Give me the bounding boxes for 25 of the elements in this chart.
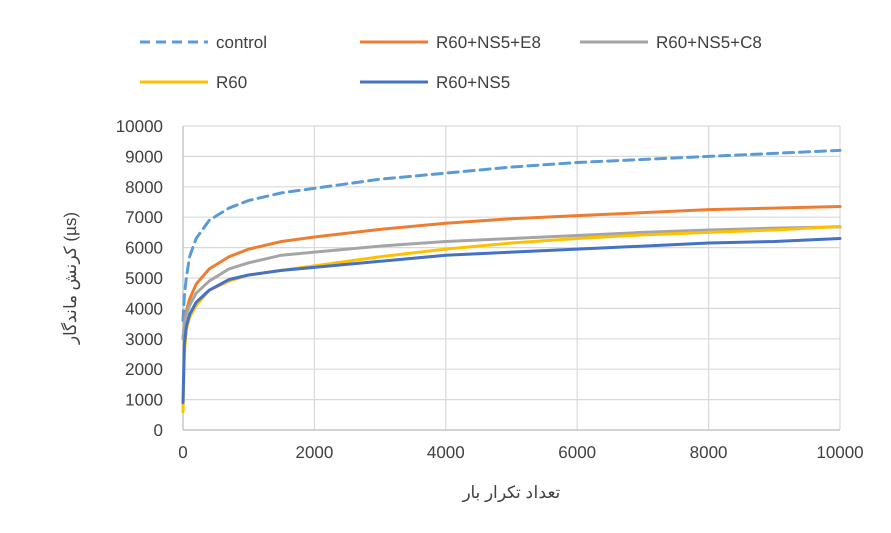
y-tick-label: 10000	[116, 117, 163, 136]
legend-label: R60	[216, 73, 248, 92]
x-tick-label: 6000	[558, 443, 596, 462]
y-axis-title: کرنش ماندگار (µs)	[60, 212, 81, 346]
x-tick-label: 10000	[816, 443, 864, 462]
y-tick-label: 2000	[125, 360, 163, 380]
legend-label: R60+NS5+C8	[656, 33, 762, 52]
y-tick-label: 5000	[125, 269, 163, 288]
x-tick-label: 0	[178, 443, 188, 462]
x-tick-label: 4000	[426, 443, 465, 462]
line-series	[182, 148, 842, 322]
x-tick-label: 8000	[690, 443, 728, 462]
legend-label: R60+NS5+E8	[436, 33, 541, 52]
y-tick-label: 1000	[125, 390, 163, 410]
y-tick-label: 3000	[125, 330, 163, 349]
y-tick-label: 7000	[125, 208, 163, 228]
y-tick-label: 0	[154, 421, 163, 440]
x-tick-label: 2000	[295, 443, 334, 462]
y-tick-label: 8000	[125, 178, 163, 197]
x-axis-title: تعداد تکرار بار	[461, 483, 561, 503]
y-tick-label: 6000	[125, 238, 163, 258]
legend-label: R60+NS5	[436, 73, 510, 92]
y-tick-label: 4000	[125, 299, 163, 318]
legend-label: control	[216, 33, 268, 52]
y-tick-label: 9000	[125, 147, 163, 166]
